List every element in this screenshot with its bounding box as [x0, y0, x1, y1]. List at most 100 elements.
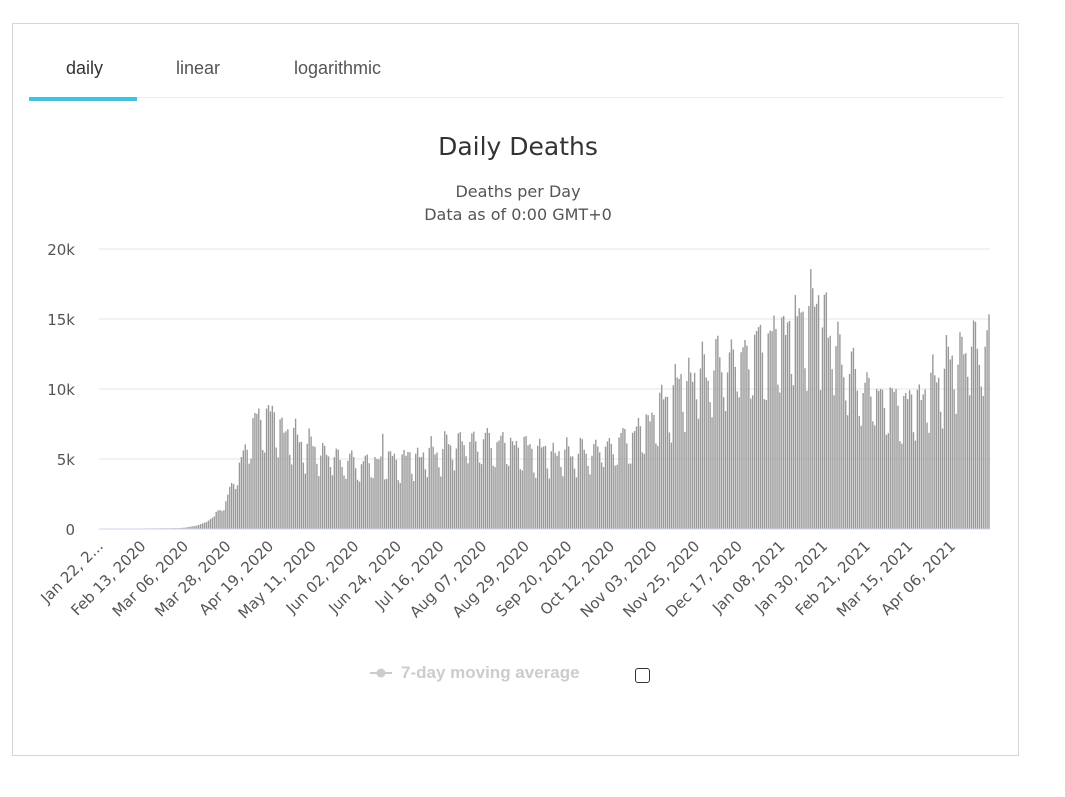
bar [821, 327, 824, 529]
bar [891, 388, 893, 529]
bar [815, 303, 818, 529]
bar [637, 417, 640, 529]
bar [910, 394, 913, 529]
bar [848, 373, 851, 529]
bar [602, 467, 605, 529]
bar [416, 447, 419, 529]
bar [651, 412, 653, 529]
bar [957, 364, 959, 529]
bar [641, 452, 644, 529]
bar [476, 451, 479, 529]
chart-panel: daily linear logarithmic Daily Deaths De… [12, 23, 1019, 756]
bar [928, 432, 930, 529]
bar [773, 315, 775, 529]
bar [568, 446, 570, 529]
bar [843, 377, 845, 529]
bar [968, 395, 971, 529]
bar [622, 428, 624, 529]
bar [796, 316, 798, 529]
bar [835, 346, 837, 529]
bar [329, 467, 332, 529]
moving-average-checkbox[interactable] [635, 668, 650, 683]
bar [378, 459, 380, 529]
bar [238, 462, 241, 529]
bar [794, 295, 797, 529]
bar [291, 464, 293, 529]
bar [263, 452, 266, 529]
bar [982, 395, 984, 529]
bar [788, 320, 791, 529]
bar [213, 516, 215, 529]
bar [808, 305, 810, 529]
bar [604, 446, 607, 529]
bar [881, 389, 884, 529]
bar [707, 380, 709, 529]
bar [442, 449, 444, 529]
bar [285, 431, 287, 529]
bar [540, 447, 543, 529]
tab-daily[interactable]: daily [66, 58, 104, 78]
bar [593, 444, 595, 529]
bar [399, 482, 401, 529]
bar [531, 448, 533, 529]
bar [426, 477, 429, 529]
bar [647, 415, 649, 529]
bar [260, 419, 262, 529]
bar [874, 425, 876, 529]
bar [349, 453, 351, 529]
bar [362, 461, 365, 529]
bar [908, 390, 911, 529]
bar [860, 425, 862, 529]
bar [455, 448, 458, 529]
bar [719, 357, 721, 529]
bar [674, 364, 676, 529]
bar [258, 408, 260, 529]
bar [467, 463, 469, 529]
bar [527, 445, 529, 529]
bar [196, 525, 198, 529]
bar [387, 451, 390, 529]
bar [318, 476, 320, 529]
bar [500, 435, 502, 529]
bar [660, 384, 663, 529]
legend-item-moving-average[interactable]: 7-day moving average [369, 662, 580, 684]
bar [726, 372, 729, 529]
bar [320, 455, 322, 529]
bar [521, 470, 523, 529]
bar [587, 465, 589, 529]
bar [440, 476, 442, 529]
bar [866, 372, 868, 529]
bar [879, 388, 882, 529]
bar [447, 444, 450, 529]
bar [542, 446, 545, 529]
bar [376, 459, 378, 529]
bar [924, 389, 926, 529]
bar [564, 449, 566, 529]
bar [205, 522, 208, 529]
bar [953, 389, 955, 529]
bar [765, 400, 767, 529]
tab-linear[interactable]: linear [176, 58, 221, 78]
bar [308, 428, 310, 529]
bar [569, 456, 572, 529]
bar [345, 478, 347, 529]
bar [852, 347, 855, 529]
bar [932, 354, 934, 529]
bar [750, 398, 752, 529]
bar [188, 526, 190, 529]
bar [877, 390, 880, 529]
bar [275, 447, 277, 529]
bar [763, 399, 766, 529]
bar [722, 397, 725, 529]
bar [397, 480, 399, 529]
bar [277, 457, 279, 529]
tab-logarithmic[interactable]: logarithmic [294, 58, 382, 78]
bar [475, 441, 477, 529]
bar [792, 385, 795, 529]
bar [812, 288, 814, 529]
bar [595, 439, 597, 529]
bar [858, 416, 860, 529]
bar [502, 432, 504, 529]
bar [240, 457, 243, 529]
bar [506, 464, 508, 529]
